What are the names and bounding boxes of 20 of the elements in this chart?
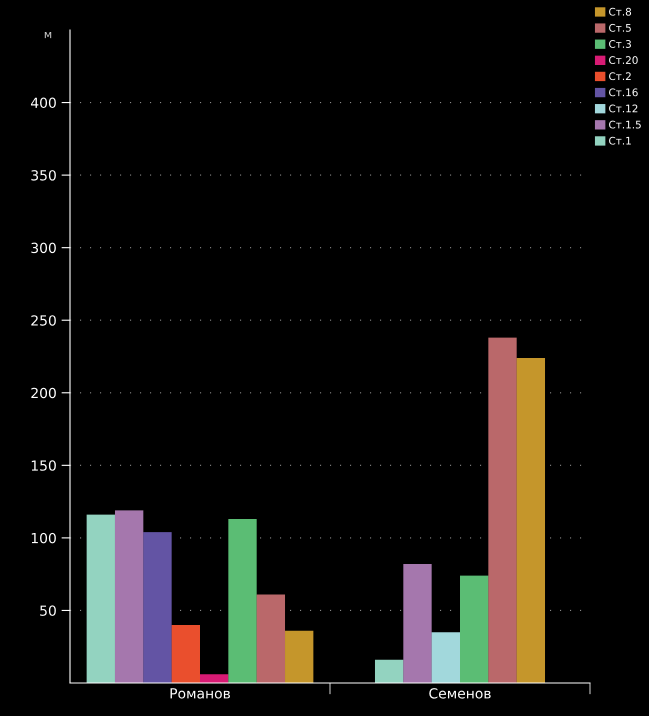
y-axis-title: м <box>44 32 52 38</box>
y-tick-label: 300 <box>31 242 56 254</box>
x-tick-label: Семенов <box>429 688 491 699</box>
legend-label: Ст.1 <box>609 136 631 145</box>
legend-label: Ст.8 <box>609 8 632 16</box>
y-tick-label: 150 <box>32 460 56 471</box>
y-tick-label: 350 <box>31 170 56 181</box>
x-tick-label: Романов <box>170 688 230 699</box>
legend-label: Ст.3 <box>609 40 631 48</box>
legend-label: Ст.12 <box>609 104 638 112</box>
legend-label: Ст.16 <box>609 88 638 96</box>
legend-label: Ст.2 <box>609 72 631 80</box>
y-tick-label: 50 <box>40 605 56 616</box>
y-tick-label: 250 <box>31 315 56 326</box>
legend-label: Ст.20 <box>609 56 638 64</box>
legend-label: Ст.5 <box>609 24 631 32</box>
y-tick-label: 100 <box>32 532 56 544</box>
y-tick-label: 200 <box>31 388 56 398</box>
legend-label: Ст.1.5 <box>609 120 641 129</box>
y-tick-label: 400 <box>30 98 56 108</box>
